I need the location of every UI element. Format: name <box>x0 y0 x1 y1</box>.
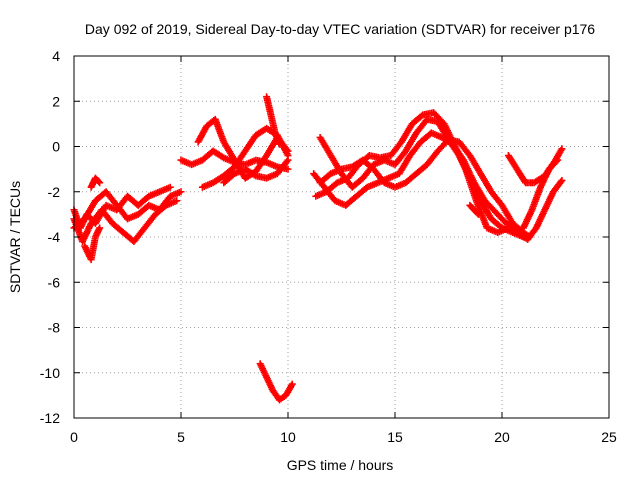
data-point <box>557 178 565 186</box>
data-point <box>173 197 181 205</box>
data-points <box>70 93 566 404</box>
data-point <box>250 171 258 179</box>
axis-ticks <box>73 55 610 419</box>
data-point <box>166 183 174 191</box>
x-tick-label: 10 <box>280 429 296 445</box>
data-point <box>283 158 291 166</box>
data-point <box>552 157 560 165</box>
chart-title: Day 092 of 2019, Sidereal Day-to-day VTE… <box>85 21 595 37</box>
y-tick-label: 0 <box>52 139 60 155</box>
data-point <box>474 210 482 218</box>
data-point <box>558 145 566 153</box>
data-point <box>284 156 292 164</box>
series-track-19 <box>519 156 562 232</box>
data-point <box>504 224 512 232</box>
series-track-3 <box>70 188 185 232</box>
data-point <box>284 165 292 173</box>
y-axis-label: SDTVAR / TECUs <box>7 181 23 293</box>
y-tick-label: 4 <box>52 48 60 64</box>
data-point <box>95 178 103 186</box>
series-track-17 <box>504 145 566 187</box>
y-tick-label: -2 <box>48 184 61 200</box>
y-tick-labels: -12 -10 -8 -6 -4 -2 0 2 4 <box>40 48 60 426</box>
data-point <box>558 176 566 184</box>
x-tick-labels: 0 5 10 15 20 25 <box>70 429 617 445</box>
x-tick-label: 25 <box>601 429 617 445</box>
series-track-2 <box>70 197 181 246</box>
data-point <box>96 224 104 232</box>
series-track-14 <box>312 109 512 236</box>
series-track-16 <box>466 201 482 218</box>
data-point <box>96 179 104 187</box>
y-tick-label: -8 <box>48 320 61 336</box>
series-track-10 <box>263 93 283 148</box>
data-point <box>288 380 296 388</box>
data-point <box>473 209 481 217</box>
x-tick-label: 15 <box>387 429 403 445</box>
x-tick-label: 0 <box>70 429 78 445</box>
data-point <box>554 156 562 164</box>
series-track-18 <box>524 176 566 243</box>
series-track-4 <box>81 224 104 264</box>
data-point <box>275 140 283 148</box>
series-track-9 <box>220 156 292 187</box>
x-tick-label: 20 <box>494 429 510 445</box>
x-axis-label: GPS time / hours <box>287 457 394 473</box>
data-point <box>177 188 185 196</box>
y-tick-label: -12 <box>40 410 60 426</box>
y-tick-label: -10 <box>40 365 60 381</box>
series-track-15 <box>316 136 534 241</box>
y-tick-label: -6 <box>48 274 61 290</box>
y-tick-label: -4 <box>48 229 61 245</box>
series-track-5 <box>87 174 104 191</box>
y-tick-label: 2 <box>52 93 60 109</box>
series-track-11 <box>256 360 296 404</box>
x-tick-label: 5 <box>177 429 185 445</box>
grid-lines <box>74 56 609 418</box>
